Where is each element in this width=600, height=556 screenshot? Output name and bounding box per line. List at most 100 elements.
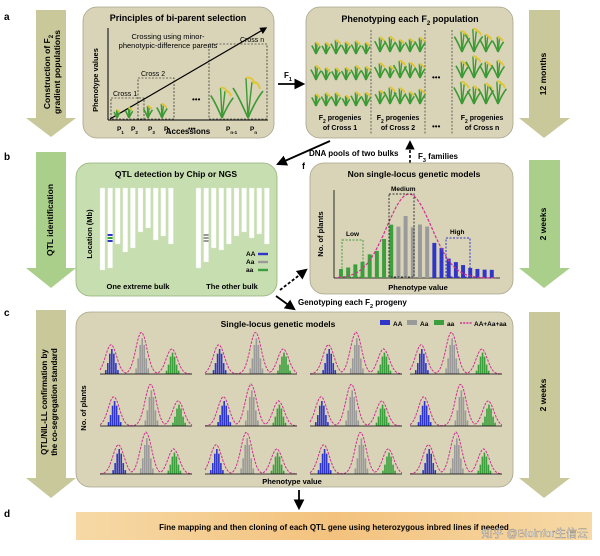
mini-bar — [423, 401, 426, 426]
stem — [355, 67, 359, 81]
mini-bar — [319, 463, 322, 474]
mini-bar — [139, 344, 141, 374]
panicle — [411, 92, 415, 96]
panicle — [463, 62, 468, 67]
mini-bar — [171, 456, 174, 474]
stem — [345, 96, 348, 107]
leaf — [247, 90, 264, 119]
mini-bar — [137, 358, 139, 374]
stem — [325, 94, 328, 107]
cross-label-2: Cross 2 — [141, 71, 165, 78]
stem — [315, 67, 319, 81]
panicle — [337, 93, 341, 97]
mini-plot — [409, 332, 503, 375]
mini-bar — [419, 353, 421, 374]
mini-bar — [323, 449, 326, 474]
mini-bar — [124, 470, 127, 474]
histogram-bar — [439, 247, 444, 278]
mini-bar — [139, 468, 142, 474]
mini-plot — [204, 432, 298, 475]
mini-bar — [422, 470, 424, 474]
mini-bar — [253, 396, 255, 426]
mini-bar — [169, 464, 172, 474]
histogram-bar — [382, 239, 387, 278]
watermark: 知乎 @Bioinfor生信云 — [481, 526, 588, 540]
mini-bar — [381, 404, 384, 426]
stem — [335, 94, 338, 107]
parent-p3: P3 — [148, 126, 155, 135]
histogram-bar — [396, 226, 401, 278]
chromosome-marker — [107, 234, 113, 236]
mini-bar — [111, 405, 114, 426]
stem — [315, 43, 318, 55]
panel-a-note-1: Crossing using minor- — [132, 32, 205, 41]
mini-bar — [462, 468, 464, 474]
mini-bar — [274, 416, 277, 426]
panel-c-xlabel: Phenotype value — [262, 477, 322, 486]
mini-bar — [223, 401, 225, 426]
mini-bar — [355, 410, 358, 426]
mini-bar — [278, 404, 281, 426]
f2-plant — [453, 80, 471, 105]
mini-bar — [351, 358, 354, 374]
mini-bar — [379, 364, 382, 374]
mini-bar — [377, 370, 380, 374]
mini-bar — [385, 356, 388, 374]
region-medium — [388, 193, 415, 278]
leaf — [488, 86, 499, 105]
stem — [379, 64, 383, 79]
histogram-bar — [367, 254, 372, 278]
mini-bar — [383, 408, 386, 426]
mini-bar — [387, 422, 390, 426]
bulk-label-1: One extreme bulk — [107, 282, 171, 291]
mini-bar — [216, 449, 218, 474]
duration-arrow-a — [519, 10, 570, 138]
f2-caption-nb: of Cross n — [465, 125, 500, 132]
stem — [473, 88, 477, 105]
mini-bar — [220, 353, 223, 374]
mini-bar — [362, 368, 364, 374]
mini-bar — [182, 416, 184, 426]
panicle — [464, 83, 470, 89]
panicle — [476, 30, 482, 36]
cross-label-1: Cross 1 — [113, 91, 137, 98]
panel-a-ylabel: Phenotype values — [91, 48, 100, 112]
panicle — [421, 90, 426, 94]
histogram-bar — [475, 268, 480, 278]
mini-bar — [316, 415, 319, 426]
f2-plant — [310, 65, 322, 81]
stem — [497, 83, 501, 105]
mini-bar — [282, 416, 285, 426]
mini-bar — [445, 368, 447, 374]
mini-plot — [204, 383, 298, 427]
side-arrow-a — [26, 10, 76, 137]
mini-bar — [146, 438, 148, 474]
mini-bar — [104, 370, 107, 374]
panicle — [411, 63, 416, 68]
mini-bar — [427, 415, 430, 426]
f2-plant — [465, 55, 483, 79]
mini-bar — [171, 352, 174, 374]
panel-a-ellipsis: ••• — [192, 95, 201, 104]
mini-bar — [156, 420, 159, 426]
cross-plant — [210, 86, 234, 119]
chromosome — [264, 187, 270, 245]
f2-plant — [405, 91, 415, 105]
mini-bar — [377, 416, 380, 426]
mini-bar — [117, 370, 119, 374]
mini-bar — [475, 370, 478, 374]
legend-c-Aa-swatch — [407, 320, 417, 325]
mini-bar — [425, 363, 427, 374]
panicle — [381, 91, 385, 95]
mini-plot — [204, 332, 298, 375]
panicle — [391, 88, 396, 93]
mini-bar — [356, 458, 359, 474]
panel-a-right-title: Phenotyping each F2 population — [341, 14, 478, 27]
f2-caption-2: F2 progenies — [377, 115, 420, 125]
panicle — [326, 43, 331, 47]
leaf — [464, 34, 475, 53]
mini-bar — [112, 470, 114, 474]
duration-arrow-b — [519, 160, 570, 288]
side-arrow-a-text2: gradient populations — [52, 30, 62, 114]
panicle — [337, 68, 341, 72]
